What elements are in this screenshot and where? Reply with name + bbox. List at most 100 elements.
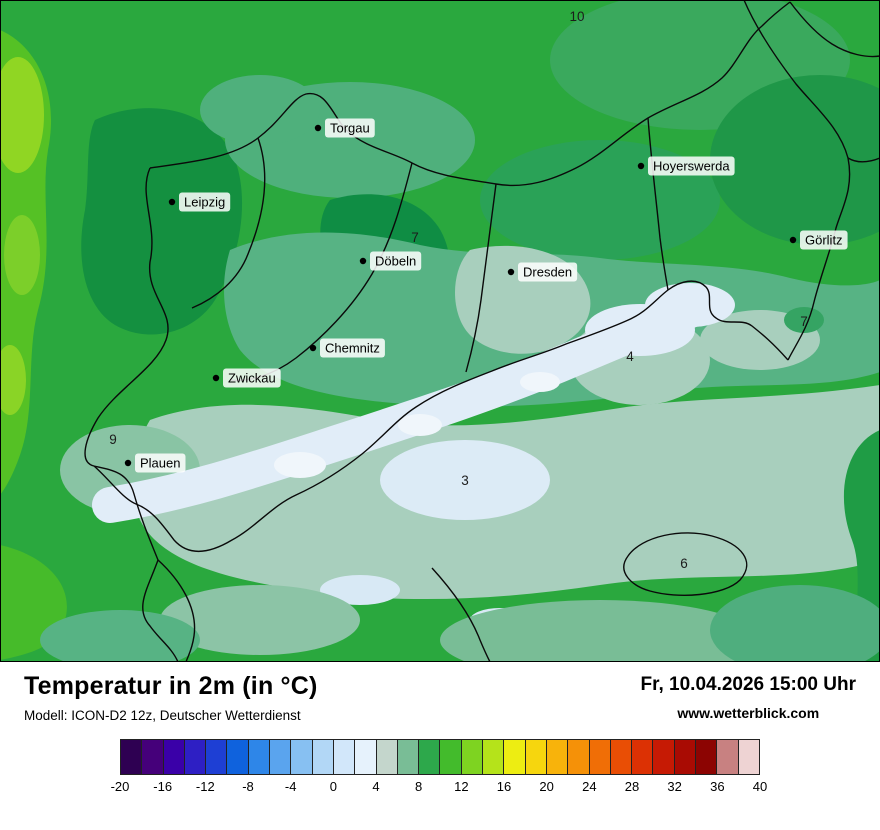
legend-segment [291,740,313,774]
valid-time: Fr, 10.04.2026 15:00 Uhr [640,674,856,695]
city-label: Dresden [523,265,572,280]
legend-segment [312,740,334,774]
legend-segment [738,740,759,774]
city-dot [212,374,220,382]
legend-segment [333,740,356,774]
legend-tick: 32 [667,779,682,794]
city-label: Zwickau [228,371,276,386]
legend-tick: -12 [195,779,215,794]
city-dot [168,198,176,206]
legend-tick: -20 [110,779,130,794]
city-label-plate [179,192,231,212]
city-marker: Görlitz [789,230,848,250]
legend-segment [483,740,505,774]
legend-segment [227,740,249,774]
legend-tick: 16 [496,779,512,794]
legend-tick: 24 [582,779,597,794]
legend-segment [610,740,633,774]
legend-tick: 12 [454,779,469,794]
map-container: 10 7 7 4 3 9 6 Torgau Hoyerswerda Leipzig Döbeln D… [0,0,880,662]
city-marker: Hoyerswerda [637,156,735,176]
city-marker: Zwickau [212,368,281,388]
city-label: Görlitz [805,233,843,248]
temperature-value: 3 [461,473,469,488]
page-title: Temperatur in 2m (in °C) [24,672,318,700]
city-label-plate [370,251,422,271]
city-label-plate [320,338,385,358]
legend-tick: -4 [284,779,297,794]
city-dot [359,257,367,265]
city-label-plate [518,262,578,282]
legend-segment [546,740,569,774]
legend-tick: -16 [153,779,173,794]
city-label-plate [325,118,375,138]
city-marker: Dresden [507,262,578,282]
city-dot [789,236,797,244]
city-marker: Chemnitz [309,338,385,358]
legend-segment [248,740,271,774]
legend-segment [525,740,547,774]
city-label-plate [648,156,735,176]
legend-segment [142,740,164,774]
city-dot [637,162,645,170]
legend-tick: 20 [539,779,554,794]
legend-segment [674,740,697,774]
caption-bar: Temperatur in 2m (in °C) Modell: ICON-D2… [0,662,880,723]
legend-tick: 4 [372,779,380,794]
legend-tick: 28 [624,779,640,794]
city-marker: Döbeln [359,251,422,271]
legend-segment [568,740,590,774]
legend-segment [461,740,484,774]
legend-segment [376,740,398,774]
city-label: Leipzig [184,195,225,210]
city-marker: Plauen [124,453,186,473]
legend-segment [184,740,207,774]
temperature-value: 4 [626,349,634,364]
legend-segment [632,740,654,774]
city-dot [124,459,132,467]
legend-segment [653,740,675,774]
city-dot [314,124,322,132]
city-label-plate [223,368,281,388]
legend-segment [355,740,377,774]
city-label: Torgau [330,121,370,136]
temperature-value: 7 [800,314,808,329]
legend-segment [696,740,718,774]
legend-tick: 36 [710,779,725,794]
temperature-value: 9 [109,432,117,447]
border-lines [84,0,880,662]
legend-segment [589,740,611,774]
temperature-value: 6 [680,556,688,571]
city-label: Hoyerswerda [653,159,730,174]
city-label: Plauen [140,456,180,471]
legend-tick: 0 [329,779,337,794]
legend-segment [163,740,185,774]
legend-segment [440,740,462,774]
legend-segment [419,740,441,774]
city-label: Chemnitz [325,341,380,356]
temperature-value: 10 [569,9,584,24]
city-marker: Torgau [314,118,375,138]
temperature-value-layer: 10 7 7 4 3 9 6 [109,9,808,571]
legend-tick: 8 [415,779,423,794]
legend-segment [504,740,526,774]
model-info: Modell: ICON-D2 12z, Deutscher Wetterdie… [24,708,301,723]
temperature-value: 7 [411,230,419,245]
city-label-plate [800,230,848,250]
temperature-legend: -20 -16 -12 -8 -4 0 4 8 12 16 20 24 28 32 36 40 [111,739,767,799]
legend-segment [717,740,739,774]
legend-tick: -8 [242,779,254,794]
city-dot [507,268,515,276]
legend-segment [121,740,143,774]
legend-segment [206,740,228,774]
city-label-plate [135,453,186,473]
city-marker-layer: Torgau Hoyerswerda Leipzig Döbeln Dresden Gör… [124,118,848,473]
legend-tick: 40 [752,779,768,794]
city-label: Döbeln [375,254,416,269]
website-label: www.wetterblick.com [677,705,820,721]
city-dot [309,344,317,352]
legend-color-bar [120,739,760,775]
temperature-map: 10 7 7 4 3 9 6 Torgau Hoyerswerda Leipzig Döbeln D… [0,0,880,662]
legend-segment [397,740,420,774]
city-marker: Leipzig [168,192,231,212]
